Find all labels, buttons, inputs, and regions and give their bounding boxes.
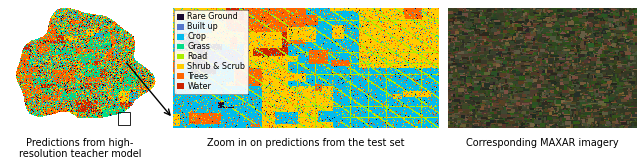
Text: Predictions from high-
resolution teacher model: Predictions from high- resolution teache…	[19, 138, 141, 159]
Legend: Rare Ground, Built up, Crop, Grass, Road, Shrub & Scrub, Trees, Water: Rare Ground, Built up, Crop, Grass, Road…	[175, 10, 248, 94]
Text: Corresponding MAXAR imagery: Corresponding MAXAR imagery	[467, 138, 619, 148]
Text: Zoom in on predictions from the test set: Zoom in on predictions from the test set	[207, 138, 404, 148]
